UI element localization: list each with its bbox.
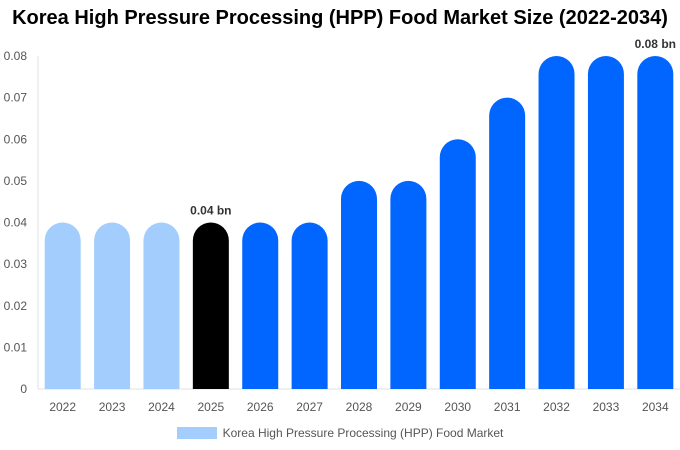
x-tick-label: 2024 bbox=[148, 400, 175, 414]
x-tick-label: 2025 bbox=[197, 400, 224, 414]
y-tick-label: 0.04 bbox=[4, 216, 28, 230]
data-label: 0.04 bn bbox=[190, 204, 231, 218]
y-tick-label: 0.02 bbox=[4, 299, 28, 313]
legend: Korea High Pressure Processing (HPP) Foo… bbox=[0, 426, 680, 440]
y-tick-label: 0.08 bbox=[4, 49, 28, 63]
bar-2026 bbox=[242, 222, 279, 389]
legend-swatch bbox=[176, 427, 217, 439]
bar-2025 bbox=[192, 222, 229, 389]
y-tick-label: 0.01 bbox=[4, 340, 28, 354]
bar-2028 bbox=[341, 180, 377, 389]
bar-2027 bbox=[291, 222, 328, 389]
x-tick-label: 2033 bbox=[593, 400, 620, 414]
x-tick-label: 2028 bbox=[346, 400, 373, 414]
y-tick-label: 0.05 bbox=[4, 174, 28, 188]
bar-2024 bbox=[143, 222, 180, 389]
bar-2030 bbox=[439, 139, 476, 389]
x-tick-label: 2032 bbox=[543, 400, 570, 414]
bar-2029 bbox=[390, 180, 427, 389]
bar-2023 bbox=[94, 222, 131, 389]
y-tick-label: 0.06 bbox=[4, 132, 28, 146]
x-tick-label: 2031 bbox=[494, 400, 521, 414]
x-tick-label: 2027 bbox=[296, 400, 323, 414]
bar-2032 bbox=[538, 56, 575, 389]
legend-label: Korea High Pressure Processing (HPP) Foo… bbox=[222, 426, 504, 440]
bar-2034 bbox=[637, 56, 674, 389]
x-tick-label: 2029 bbox=[395, 400, 422, 414]
bar-2031 bbox=[489, 97, 526, 390]
y-tick-label: 0.07 bbox=[4, 91, 28, 105]
x-tick-label: 2030 bbox=[444, 400, 471, 414]
bar-2033 bbox=[587, 56, 624, 389]
y-tick-label: 0 bbox=[20, 382, 27, 396]
bar-2022 bbox=[44, 222, 81, 389]
x-tick-label: 2034 bbox=[642, 400, 669, 414]
x-tick-label: 2026 bbox=[247, 400, 274, 414]
x-tick-label: 2022 bbox=[49, 400, 76, 414]
data-label: 0.08 bn bbox=[635, 37, 676, 51]
x-tick-label: 2023 bbox=[99, 400, 126, 414]
y-tick-label: 0.03 bbox=[4, 257, 28, 271]
chart-title: Korea High Pressure Processing (HPP) Foo… bbox=[12, 7, 668, 29]
